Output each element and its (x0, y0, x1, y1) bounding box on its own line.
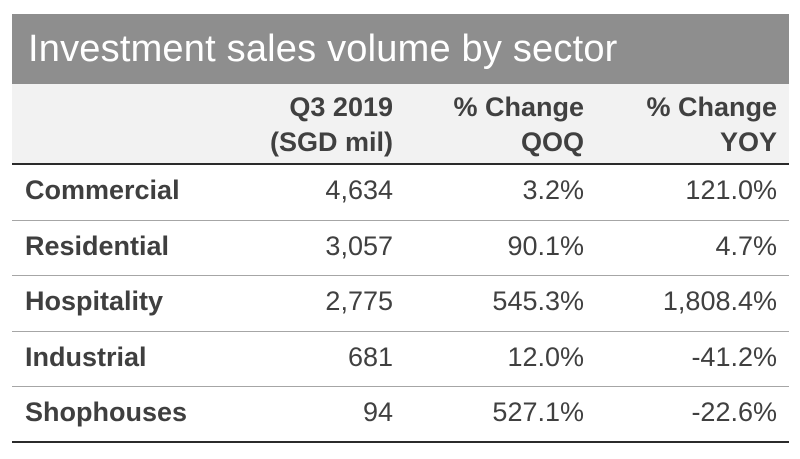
volume-cell: 94 (362, 397, 393, 428)
table-row: Commercial 4,634 3.2% 121.0% (12, 165, 789, 221)
table-row: Industrial 681 12.0% -41.2% (12, 332, 789, 388)
header-qoq-line2: QOQ (520, 127, 584, 157)
sector-cell: Hospitality (25, 286, 164, 317)
volume-cell: 3,057 (325, 230, 393, 261)
header-volume: Q3 2019 (SGD mil) (270, 90, 393, 160)
yoy-cell: -22.6% (691, 397, 777, 428)
table-body: Commercial 4,634 3.2% 121.0% Residential 3,05… (12, 165, 789, 443)
table-row: Shophouses 94 527.1% -22.6% (12, 387, 789, 443)
header-yoy: % Change YOY (646, 90, 777, 160)
sector-cell: Commercial (25, 175, 180, 205)
volume-cell: 4,634 (325, 175, 393, 205)
qoq-cell: 12.0% (507, 341, 584, 372)
sector-cell: Industrial (25, 341, 147, 372)
sector-cell: Residential (25, 230, 170, 261)
header-qoq: % Change QOQ (453, 90, 584, 160)
volume-cell: 681 (347, 341, 393, 372)
investment-sales-table: Investment sales volume by sector Q3 201… (12, 14, 789, 443)
yoy-cell: 4.7% (715, 230, 777, 261)
table-title: Investment sales volume by sector (12, 14, 789, 84)
yoy-cell: 1,808.4% (662, 286, 777, 317)
qoq-cell: 527.1% (492, 397, 584, 428)
table-row: Hospitality 2,775 545.3% 1,808.4% (12, 276, 789, 332)
header-row: Q3 2019 (SGD mil) % Change QOQ % Change … (12, 84, 789, 165)
header-volume-line1: Q3 2019 (289, 92, 393, 122)
qoq-cell: 545.3% (492, 286, 584, 317)
header-yoy-line1: % Change (646, 92, 777, 122)
sector-cell: Shophouses (25, 397, 188, 428)
qoq-cell: 90.1% (507, 230, 584, 261)
header-qoq-line1: % Change (453, 92, 584, 122)
header-yoy-line2: YOY (719, 127, 777, 157)
table-row: Residential 3,057 90.1% 4.7% (12, 221, 789, 277)
volume-cell: 2,775 (325, 286, 393, 317)
qoq-cell: 3.2% (522, 175, 584, 205)
yoy-cell: -41.2% (691, 341, 777, 372)
header-volume-line2: (SGD mil) (269, 127, 393, 157)
yoy-cell: 121.0% (685, 175, 777, 205)
